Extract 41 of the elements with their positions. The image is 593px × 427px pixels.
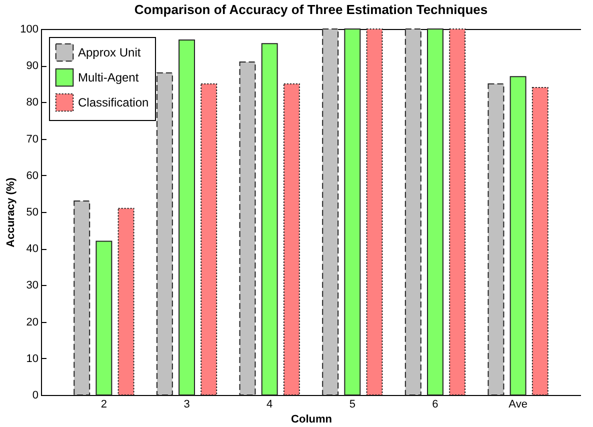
bar	[404, 28, 422, 396]
y-tick-label: 0	[32, 390, 38, 402]
x-tick-label: 4	[266, 398, 273, 410]
legend-label: Classification	[78, 96, 149, 110]
bar	[322, 28, 339, 396]
bar	[74, 200, 90, 396]
legend-label: Approx Unit	[78, 46, 142, 60]
y-tick-label: 100	[20, 24, 38, 36]
bar	[118, 208, 134, 396]
x-tick-label: 6	[432, 398, 438, 410]
bar	[261, 43, 278, 396]
bar	[96, 240, 112, 396]
bar	[344, 28, 361, 396]
x-tick-label: 3	[184, 398, 190, 410]
legend-label: Multi-Agent	[78, 70, 140, 84]
y-tick-label: 20	[26, 316, 38, 328]
bar	[510, 76, 526, 396]
bar	[449, 28, 466, 396]
bar	[427, 28, 444, 396]
y-tick-label: 40	[26, 243, 38, 256]
x-tick-label: 5	[349, 398, 356, 410]
x-tick-label: Ave	[508, 398, 528, 410]
y-tick-label: 90	[26, 60, 38, 72]
bar	[200, 83, 218, 396]
bar	[239, 61, 256, 396]
bar	[283, 83, 300, 396]
y-tick-label: 80	[26, 96, 38, 109]
bar	[488, 83, 504, 396]
bar	[156, 72, 173, 396]
bar	[532, 87, 548, 396]
x-tick-label: 2	[100, 398, 108, 410]
y-tick-label: 50	[26, 206, 38, 218]
x-axis-title: Column	[291, 414, 332, 426]
y-tick-label: 70	[26, 133, 38, 146]
bar	[178, 39, 195, 396]
chart-title: Comparison of Accuracy of Three Estimation Techniques	[134, 2, 488, 17]
y-tick-label: 10	[26, 352, 38, 365]
bar	[366, 28, 383, 396]
y-tick-label: 60	[26, 170, 38, 182]
y-tick-label: 30	[26, 280, 38, 292]
y-axis-title: Accuracy (%)	[5, 177, 18, 248]
